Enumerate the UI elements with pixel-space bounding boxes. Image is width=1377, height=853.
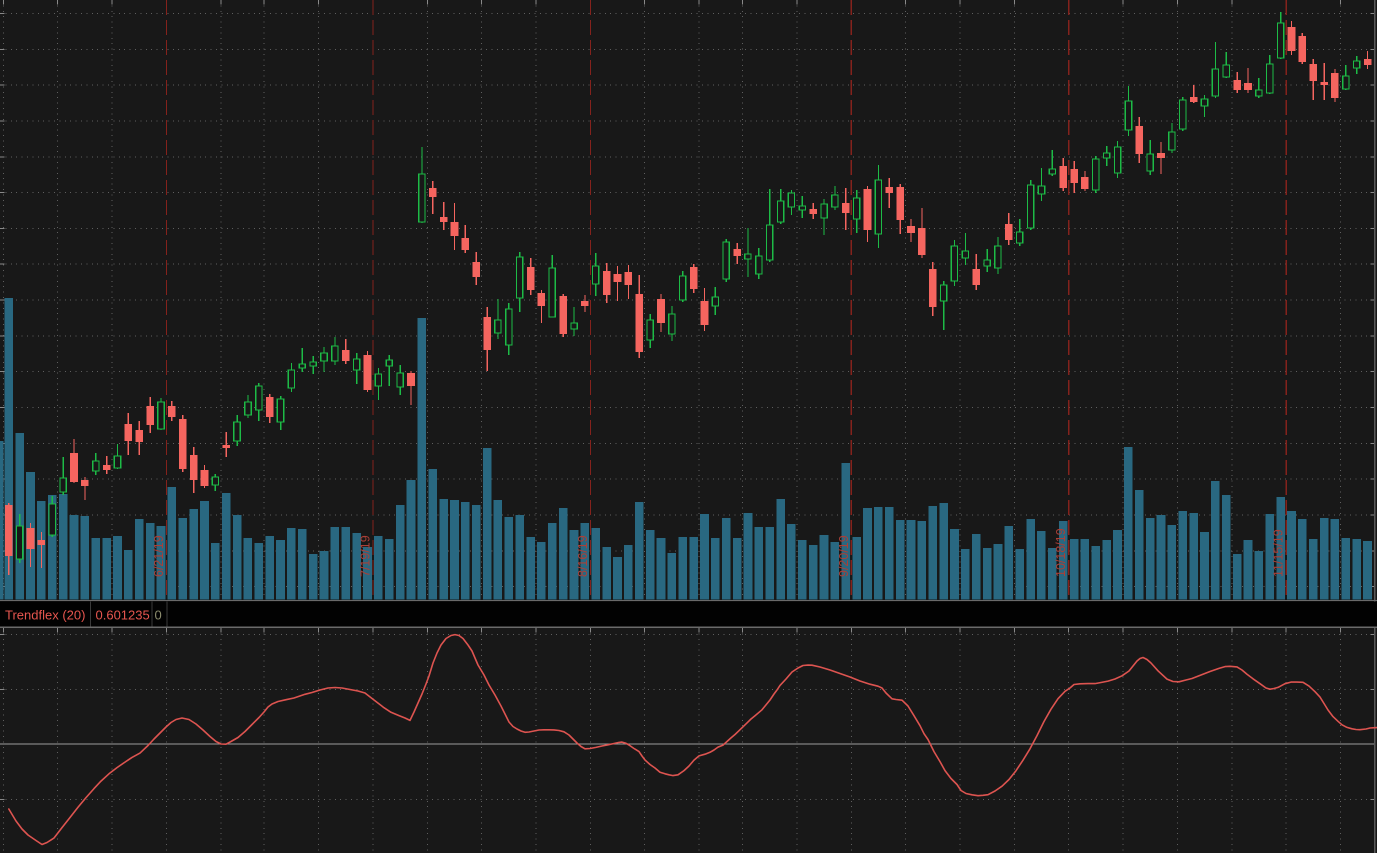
svg-text:6/21/19: 6/21/19 [152, 535, 166, 577]
svg-text:11/15/19: 11/15/19 [1272, 529, 1286, 577]
svg-text:0.601235: 0.601235 [96, 608, 150, 623]
svg-text:0: 0 [155, 608, 162, 623]
svg-text:9/20/19: 9/20/19 [837, 535, 851, 577]
svg-text:7/19/19: 7/19/19 [359, 535, 373, 577]
svg-text:Trendflex (20): Trendflex (20) [5, 608, 85, 623]
svg-text:10/18/19: 10/18/19 [1054, 528, 1068, 577]
svg-text:8/16/19: 8/16/19 [576, 535, 590, 577]
